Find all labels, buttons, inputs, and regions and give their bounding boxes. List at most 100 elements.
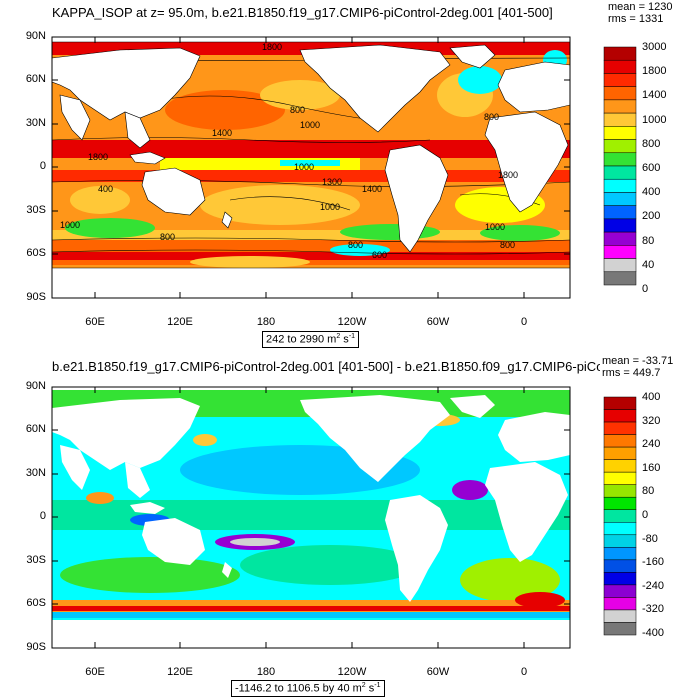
contour-label: 1800 — [498, 170, 518, 180]
contour-label: 1000 — [320, 202, 340, 212]
colorbar-swatch — [603, 434, 637, 448]
colorbar-label: 1800 — [642, 65, 667, 78]
contour-label: 1000 — [60, 220, 80, 230]
colorbar-label: 0 — [642, 283, 649, 295]
colorbar-label: 160 — [642, 461, 661, 474]
lat-label: 0 — [39, 160, 46, 172]
lat-label: 90N — [25, 30, 46, 42]
colorbar-swatch — [603, 231, 637, 246]
panel2-range-sup: 2 — [361, 682, 366, 689]
colorbar-swatch — [603, 522, 637, 536]
lat-label: 30N — [25, 467, 46, 479]
panel2-range-box: -1146.2 to 1106.5 by 40 m2 s-1 — [231, 680, 385, 697]
contour-label: 800 — [500, 240, 515, 250]
panel1-range-unit: s — [340, 333, 349, 346]
lon-label: 180 — [256, 316, 276, 328]
contour-label: 1000 — [294, 162, 314, 172]
colorbar-swatch — [603, 218, 637, 233]
colorbar-swatch — [603, 597, 637, 611]
contour-label: 1400 — [362, 184, 382, 194]
colorbar-swatch — [603, 459, 637, 473]
contour-label: 800 — [290, 105, 305, 115]
panel1-range-text: 242 to 2990 m — [266, 333, 337, 346]
colorbar-swatch — [603, 547, 637, 561]
lat-label: 30S — [26, 204, 46, 216]
colorbar-swatch — [603, 165, 637, 180]
panel2-colorbar — [603, 396, 637, 636]
colorbar-swatch — [603, 139, 637, 154]
colorbar-label: 80 — [642, 485, 655, 498]
colorbar-swatch — [603, 609, 637, 623]
colorbar-swatch — [603, 572, 637, 586]
colorbar-label: 200 — [642, 210, 661, 223]
lon-label: 60W — [426, 316, 450, 328]
lat-label: 60S — [26, 247, 46, 259]
colorbar-label: 40 — [642, 258, 655, 271]
colorbar-swatch — [603, 534, 637, 548]
colorbar-swatch — [603, 584, 637, 598]
colorbar-swatch — [603, 484, 637, 498]
colorbar-label: 80 — [642, 234, 655, 247]
colorbar-label: 400 — [642, 391, 661, 403]
lon-label: 0 — [520, 316, 528, 328]
contour-label: 800 — [160, 232, 175, 242]
panel2-range-unit: s — [365, 682, 375, 695]
colorbar-swatch — [603, 192, 637, 206]
panel2-mean: mean = -33.71 — [602, 355, 674, 367]
colorbar-swatch — [603, 178, 637, 193]
lat-label: 90S — [26, 641, 46, 653]
panel1-title: KAPPA_ISOP at z= 95.0m, b.e21.B1850.f19_… — [52, 5, 553, 20]
panel1-range-exp: -1 — [348, 333, 356, 340]
colorbar-swatch — [603, 46, 637, 61]
colorbar-swatch — [603, 205, 637, 220]
lon-label: 120W — [337, 316, 367, 328]
contour-label: 1800 — [262, 42, 282, 52]
panel2-range-exp: -1 — [374, 682, 381, 689]
panel1-range-sup: 2 — [336, 333, 341, 340]
lon-label: 60E — [85, 316, 105, 328]
colorbar-swatch — [603, 245, 637, 259]
panel1-colorbar — [603, 46, 637, 286]
lat-label: 60S — [26, 597, 46, 609]
lon-label: 0 — [520, 666, 528, 678]
colorbar-label: 800 — [642, 137, 661, 150]
colorbar-swatch — [603, 152, 637, 167]
colorbar-label: 240 — [642, 438, 661, 451]
panel1-rms: rms = 1331 — [608, 13, 664, 25]
panel1-range-box: 242 to 2990 m2 s-1 — [262, 331, 360, 348]
panel2-map — [52, 387, 570, 648]
contour-label: 800 — [484, 112, 499, 122]
panel2-title: b.e21.B1850.f19_g17.CMIP6-piControl-2deg… — [52, 359, 600, 374]
panel2-rms: rms = 449.7 — [602, 367, 661, 379]
lat-label: 30N — [25, 117, 46, 129]
colorbar-swatch — [603, 509, 637, 523]
colorbar-label: -240 — [642, 579, 665, 592]
colorbar-swatch — [603, 112, 637, 127]
lat-label: 90S — [26, 291, 46, 303]
colorbar-label: 600 — [642, 162, 661, 174]
colorbar-swatch — [603, 271, 637, 286]
colorbar-label: -320 — [642, 603, 665, 616]
lon-label: 120W — [337, 666, 367, 678]
colorbar-swatch — [603, 258, 637, 273]
colorbar-swatch — [603, 409, 637, 423]
colorbar-label: -400 — [642, 627, 665, 639]
contour-label: 1000 — [485, 222, 505, 232]
colorbar-label: 400 — [642, 186, 661, 199]
lat-label: 60N — [25, 423, 46, 435]
panel2-range-text: -1146.2 to 1106.5 by 40 m — [235, 682, 362, 695]
colorbar-label: -160 — [642, 556, 665, 569]
panel1-map: 1800 800 1000 1400 1800 1000 1300 1400 4… — [52, 37, 570, 298]
colorbar-swatch — [603, 559, 637, 573]
contour-label: 800 — [348, 240, 363, 250]
colorbar-label: -80 — [642, 532, 658, 545]
contour-label: 1800 — [88, 152, 108, 162]
lon-label: 180 — [256, 666, 276, 678]
colorbar-swatch — [603, 126, 637, 140]
lat-label: 30S — [26, 554, 46, 566]
panel1-ticks — [52, 36, 570, 299]
colorbar-label: 320 — [642, 414, 661, 427]
lon-label: 120E — [167, 666, 193, 678]
colorbar-swatch — [603, 496, 637, 510]
colorbar-swatch — [603, 622, 637, 636]
